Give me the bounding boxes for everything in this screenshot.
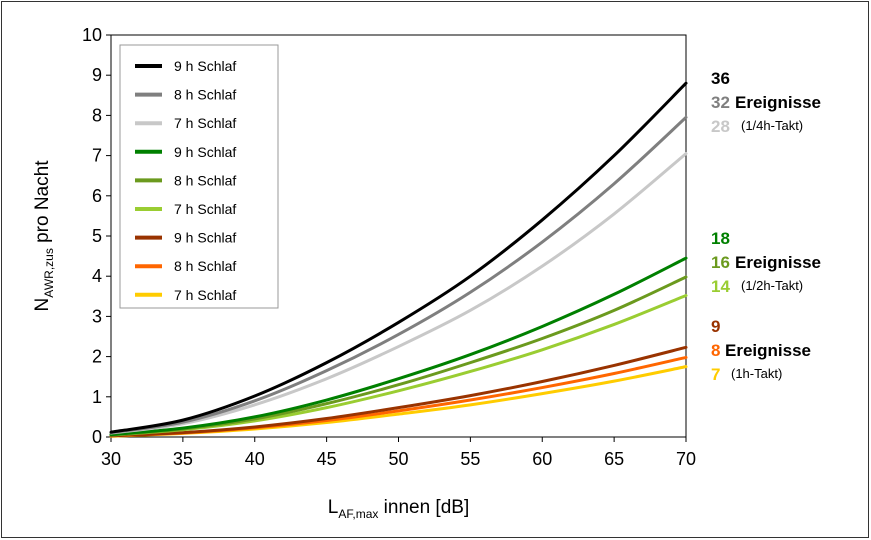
y-tick-label: 1 bbox=[92, 387, 102, 407]
y-tick-label: 3 bbox=[92, 306, 102, 326]
annotation-number: 7 bbox=[711, 365, 720, 384]
annotation-number: 8 bbox=[711, 341, 720, 360]
legend-box bbox=[119, 44, 279, 309]
annotation-number: 18 bbox=[711, 229, 730, 248]
series-line bbox=[109, 152, 688, 435]
x-tick-label: 70 bbox=[676, 449, 696, 469]
x-tick-label: 50 bbox=[388, 449, 408, 469]
x-tick-label: 35 bbox=[173, 449, 193, 469]
y-tick-label: 8 bbox=[92, 105, 102, 125]
annotation-number: 36 bbox=[711, 69, 730, 88]
series-line bbox=[109, 345, 688, 438]
annotation-text: Ereignisse bbox=[725, 341, 811, 360]
annotation-text: (1/4h-Takt) bbox=[741, 118, 803, 133]
y-tick-label: 6 bbox=[92, 186, 102, 206]
legend-label: 8 h Schlaf bbox=[174, 258, 236, 274]
x-tick-label: 65 bbox=[604, 449, 624, 469]
annotation-text: Ereignisse bbox=[735, 253, 821, 272]
y-tick-label: 5 bbox=[92, 226, 102, 246]
legend-label: 7 h Schlaf bbox=[174, 201, 236, 217]
annotation-number: 28 bbox=[711, 117, 730, 136]
annotation-text: (1h-Takt) bbox=[731, 366, 782, 381]
y-tick-label: 10 bbox=[82, 25, 102, 45]
annotation-number: 32 bbox=[711, 93, 730, 112]
x-tick-label: 40 bbox=[245, 449, 265, 469]
y-axis-label: NAWR,zus pro Nacht bbox=[32, 160, 56, 312]
legend-label: 8 h Schlaf bbox=[174, 87, 236, 103]
annotation-text: (1/2h-Takt) bbox=[741, 278, 803, 293]
y-tick-label: 9 bbox=[92, 65, 102, 85]
x-tick-label: 45 bbox=[317, 449, 337, 469]
annotation-number: 9 bbox=[711, 317, 720, 336]
y-tick-label: 0 bbox=[92, 427, 102, 447]
x-tick-label: 60 bbox=[532, 449, 552, 469]
y-tick-label: 4 bbox=[92, 266, 102, 286]
series-line bbox=[109, 115, 688, 435]
y-tick-label: 2 bbox=[92, 347, 102, 367]
annotation-number: 16 bbox=[711, 253, 730, 272]
legend-label: 9 h Schlaf bbox=[174, 230, 236, 246]
series-line bbox=[109, 81, 688, 434]
legend-label: 8 h Schlaf bbox=[174, 172, 236, 188]
legend-label: 9 h Schlaf bbox=[174, 144, 236, 160]
legend-label: 9 h Schlaf bbox=[174, 58, 236, 74]
annotation-text: Ereignisse bbox=[735, 93, 821, 112]
series-line bbox=[109, 256, 688, 437]
legend-label: 7 h Schlaf bbox=[174, 115, 236, 131]
x-axis-label: LAF,max innen [dB] bbox=[328, 497, 469, 521]
annotation-number: 14 bbox=[711, 277, 730, 296]
y-tick-label: 7 bbox=[92, 146, 102, 166]
x-tick-label: 55 bbox=[460, 449, 480, 469]
legend-label: 7 h Schlaf bbox=[174, 287, 236, 303]
x-tick-label: 30 bbox=[101, 449, 121, 469]
